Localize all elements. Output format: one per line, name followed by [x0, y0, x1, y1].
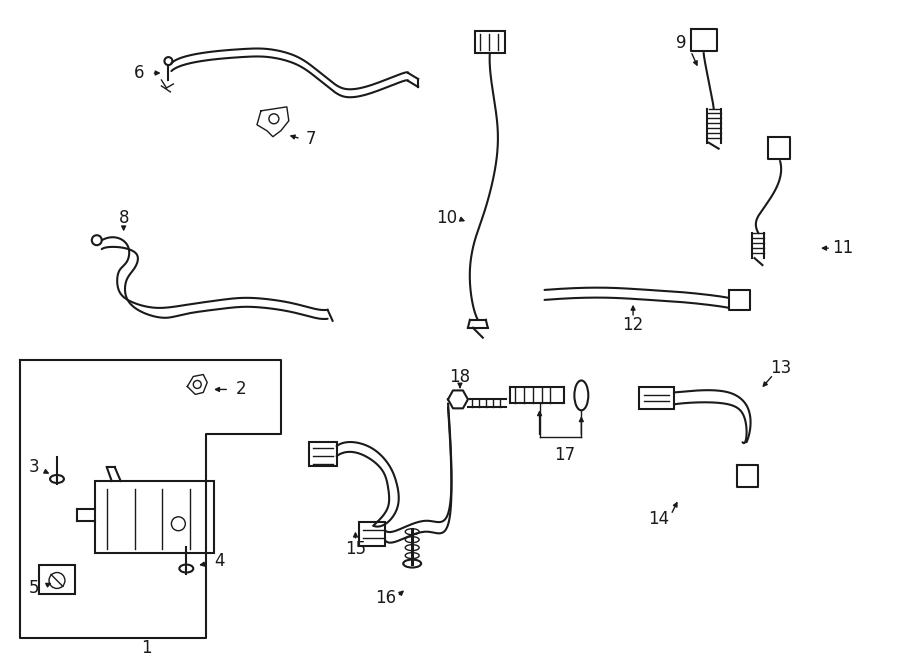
Text: 18: 18 — [449, 368, 471, 387]
FancyBboxPatch shape — [639, 387, 674, 409]
Ellipse shape — [403, 560, 421, 568]
Text: 11: 11 — [832, 239, 853, 257]
Text: 2: 2 — [236, 381, 247, 399]
Polygon shape — [769, 137, 790, 159]
FancyBboxPatch shape — [39, 564, 75, 594]
Ellipse shape — [405, 537, 419, 543]
Polygon shape — [187, 375, 207, 395]
Polygon shape — [257, 107, 289, 137]
Ellipse shape — [405, 529, 419, 535]
Text: 12: 12 — [623, 316, 644, 334]
Text: 7: 7 — [305, 130, 316, 147]
Polygon shape — [448, 391, 468, 408]
Text: 1: 1 — [141, 639, 152, 657]
Ellipse shape — [179, 564, 194, 572]
FancyBboxPatch shape — [359, 522, 385, 545]
FancyBboxPatch shape — [94, 481, 214, 553]
Text: 6: 6 — [134, 64, 145, 82]
FancyBboxPatch shape — [475, 31, 505, 53]
Ellipse shape — [574, 381, 589, 410]
Text: 15: 15 — [345, 539, 366, 558]
Text: 13: 13 — [770, 358, 791, 377]
Ellipse shape — [50, 475, 64, 483]
FancyBboxPatch shape — [309, 442, 337, 466]
Text: 5: 5 — [29, 580, 40, 598]
Text: 3: 3 — [29, 458, 40, 476]
Text: 17: 17 — [554, 446, 575, 464]
Text: 9: 9 — [676, 34, 686, 52]
Polygon shape — [729, 290, 751, 310]
Text: 4: 4 — [214, 551, 224, 570]
Ellipse shape — [405, 553, 419, 559]
Polygon shape — [736, 465, 759, 487]
Text: 16: 16 — [374, 590, 396, 607]
Polygon shape — [691, 29, 716, 51]
Text: 14: 14 — [648, 510, 670, 527]
Text: 10: 10 — [436, 210, 457, 227]
Circle shape — [49, 572, 65, 588]
Text: 8: 8 — [119, 210, 129, 227]
Ellipse shape — [405, 545, 419, 551]
